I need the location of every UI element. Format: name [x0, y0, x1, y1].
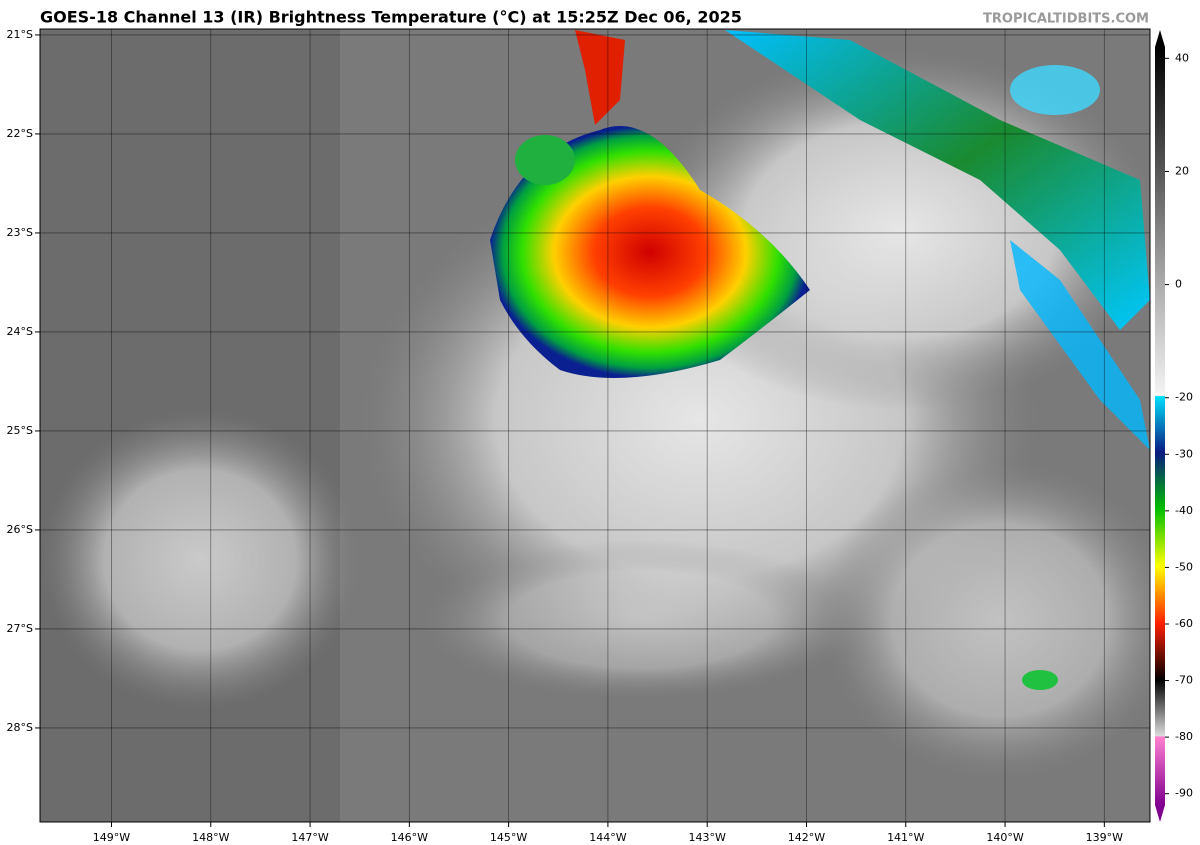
- graticule: [40, 29, 1150, 822]
- y-tick-label: 26°S: [7, 523, 33, 536]
- colorbar-tick-label: -70: [1175, 674, 1193, 687]
- x-tick-label: 144°W: [589, 831, 626, 844]
- x-tick-label: 142°W: [788, 831, 825, 844]
- satellite-imagery: [40, 29, 1150, 822]
- y-tick-label: 28°S: [7, 721, 33, 734]
- x-tick-label: 148°W: [192, 831, 229, 844]
- y-tick-label: 23°S: [7, 226, 33, 239]
- colorbar-tick-label: -90: [1175, 787, 1193, 800]
- x-tick-label: 140°W: [986, 831, 1023, 844]
- colorbar-tick-label: 20: [1175, 164, 1189, 177]
- colorbar-top-extend: [1155, 30, 1165, 47]
- y-tick-label: 22°S: [7, 127, 33, 140]
- y-tick-label: 27°S: [7, 622, 33, 635]
- colorbar: [1155, 47, 1165, 805]
- source-credit: TROPICALTIDBITS.COM: [983, 12, 1149, 27]
- colorbar-tick-label: 0: [1175, 278, 1182, 291]
- x-tick-label: 145°W: [490, 831, 527, 844]
- colorbar-tick-label: -30: [1175, 447, 1193, 460]
- x-tick-label: 147°W: [291, 831, 328, 844]
- colorbar-tick-label: -80: [1175, 730, 1193, 743]
- x-tick-label: 139°W: [1086, 831, 1123, 844]
- x-tick-label: 141°W: [887, 831, 924, 844]
- colorbar-bottom-extend: [1155, 805, 1165, 822]
- x-tick-label: 143°W: [689, 831, 726, 844]
- colorbar-tick-label: -60: [1175, 617, 1193, 630]
- colorbar-tick-label: -20: [1175, 391, 1193, 404]
- map-frame: [39, 28, 1151, 823]
- colorbar-tick-label: -40: [1175, 504, 1193, 517]
- x-tick-label: 146°W: [391, 831, 428, 844]
- x-tick-label: 149°W: [93, 831, 130, 844]
- colorbar-tick-label: 40: [1175, 51, 1189, 64]
- map-title: GOES-18 Channel 13 (IR) Brightness Tempe…: [40, 8, 742, 27]
- y-tick-label: 25°S: [7, 424, 33, 437]
- colorbar-tick-label: -50: [1175, 560, 1193, 573]
- y-tick-label: 24°S: [7, 325, 33, 338]
- y-tick-label: 21°S: [7, 28, 33, 41]
